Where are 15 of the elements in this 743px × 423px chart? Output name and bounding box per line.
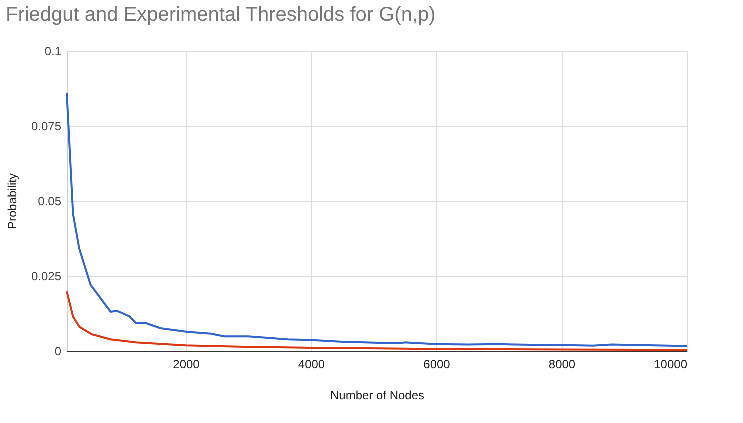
y-axis-title: Probability (5, 173, 20, 230)
x-tick-label: 10000 (654, 358, 688, 372)
line-series (66, 92, 688, 348)
chart-title: Friedgut and Experimental Thresholds for G(n,p) (6, 4, 436, 26)
line-series (66, 290, 688, 352)
y-tick-label: 0.025 (31, 270, 62, 284)
y-tick-label: 0 (54, 344, 62, 358)
y-tick-label: 0.1 (44, 44, 62, 58)
y-tick-label: 0.075 (31, 120, 62, 134)
y-tick-label: 0.05 (38, 194, 62, 208)
x-tick-label: 6000 (424, 358, 451, 372)
x-axis-title: Number of Nodes (330, 388, 425, 402)
x-tick-label: 2000 (173, 358, 200, 372)
x-tick-label: 8000 (548, 358, 576, 372)
x-tick-label: 4000 (298, 358, 326, 372)
